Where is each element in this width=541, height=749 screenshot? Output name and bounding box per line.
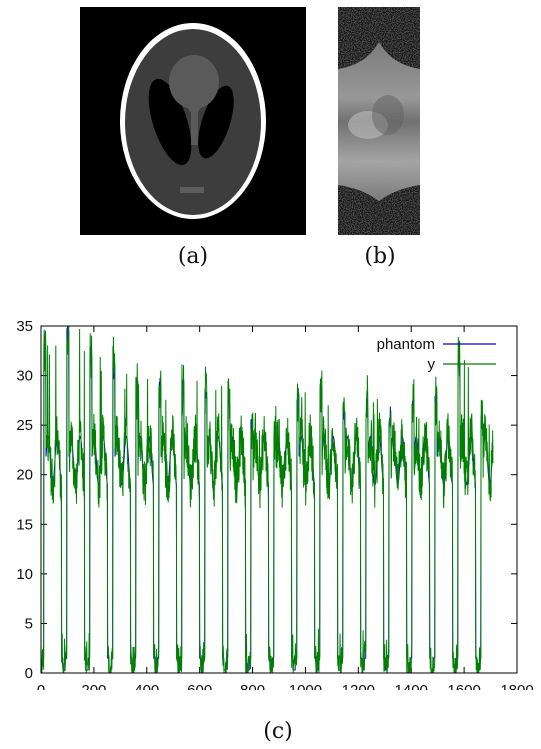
x-tick-label: 200 <box>81 682 106 690</box>
series-line-y <box>40 325 494 674</box>
phantom-image <box>80 7 306 235</box>
axis-ticks: 0 200 400 600 800 1000 1200 1400 1600 1800 0 5 10 15 2… <box>16 318 533 690</box>
x-tick-label: 1000 <box>289 682 322 690</box>
series-y <box>40 325 494 674</box>
plot-frame <box>40 325 518 674</box>
x-tick-label: 1600 <box>447 682 480 690</box>
x-tick-label: 1800 <box>500 682 533 690</box>
y-tick-label: 35 <box>16 318 33 335</box>
y-tick-label: 5 <box>25 615 33 632</box>
x-tick-label: 800 <box>240 682 265 690</box>
x-tick-label: 1400 <box>395 682 428 690</box>
x-tick-label: 600 <box>187 682 212 690</box>
y-tick-label: 20 <box>16 467 33 484</box>
y-tick-label: 10 <box>16 566 33 583</box>
series-line-phantom <box>41 326 494 671</box>
y-tick-label: 30 <box>16 368 33 385</box>
caption-b: (b) <box>364 244 396 269</box>
legend: phantom y <box>377 336 496 373</box>
legend-label-phantom: phantom <box>377 336 435 353</box>
legend-label-y: y <box>428 356 436 373</box>
phantom-image-graphic <box>80 7 306 235</box>
caption-c: (c) <box>263 719 293 744</box>
line-chart: 0 200 400 600 800 1000 1200 1400 1600 1800 0 5 10 15 2… <box>16 318 533 690</box>
caption-a: (a) <box>177 244 209 269</box>
y-tick-label: 0 <box>25 665 33 682</box>
x-tick-label: 400 <box>134 682 159 690</box>
y-tick-label: 25 <box>16 417 33 434</box>
x-tick-label: 1200 <box>342 682 375 690</box>
x-tick-label: 0 <box>37 682 45 690</box>
sinogram-graphic <box>338 7 420 235</box>
sinogram-image <box>338 7 420 235</box>
series-phantom <box>41 326 494 671</box>
y-tick-label: 15 <box>16 516 33 533</box>
